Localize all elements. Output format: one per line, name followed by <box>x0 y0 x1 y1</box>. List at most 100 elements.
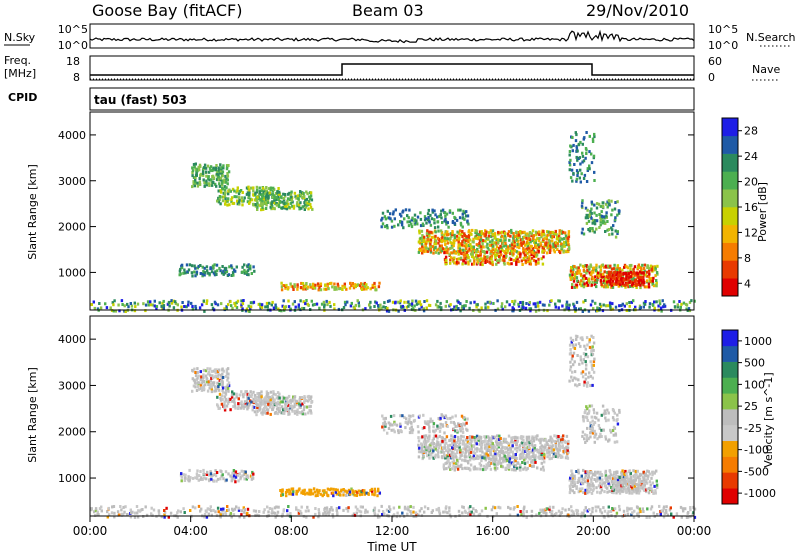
echo-cell <box>547 447 550 451</box>
echo-cell <box>207 170 211 174</box>
echo-cell <box>226 199 229 203</box>
echo-cell <box>225 388 228 392</box>
echo-cell <box>668 508 672 512</box>
echo-cell <box>489 255 492 259</box>
echo-cell <box>224 202 227 206</box>
echo-cell <box>601 478 604 482</box>
echo-cell <box>397 309 400 313</box>
echo-cell <box>238 198 241 202</box>
echo-cell <box>345 490 349 494</box>
echo-cell <box>476 250 480 254</box>
echo-cell <box>316 282 320 286</box>
echo-cell <box>341 288 344 291</box>
echo-cell <box>107 513 111 517</box>
echo-cell <box>278 200 282 203</box>
echo-cell <box>595 285 598 289</box>
echo-cell <box>457 246 460 250</box>
echo-cell <box>223 188 227 192</box>
echo-cell <box>190 301 193 305</box>
echo-cell <box>274 401 277 405</box>
echo-cell <box>632 281 635 285</box>
echo-cell <box>394 208 397 212</box>
echo-cell <box>96 510 99 514</box>
echo-cell <box>396 511 399 515</box>
echo-cell <box>466 459 469 463</box>
echo-cell <box>538 245 541 249</box>
echo-cell <box>314 494 317 498</box>
echo-cell <box>492 248 495 252</box>
echo-cell <box>474 231 477 235</box>
echo-cell <box>572 510 575 514</box>
echo-cell <box>660 509 663 513</box>
echo-cell <box>585 436 589 440</box>
echo-cell <box>600 273 603 277</box>
echo-cell <box>513 468 516 472</box>
echo-cell <box>604 276 607 280</box>
echo-cell <box>94 509 98 513</box>
echo-cell <box>493 506 497 510</box>
echo-cell <box>472 256 475 260</box>
echo-cell <box>202 373 205 377</box>
echo-cell <box>468 452 471 456</box>
echo-cell <box>484 302 487 306</box>
echo-cell <box>270 303 273 307</box>
echo-cell <box>646 477 650 480</box>
echo-cell <box>287 394 291 398</box>
echo-cell <box>468 247 471 251</box>
echo-cell <box>302 307 306 310</box>
echo-cell <box>211 168 215 172</box>
echo-cell <box>423 510 426 514</box>
echo-cell <box>454 306 458 310</box>
echo-cell <box>380 504 383 508</box>
echo-cell <box>568 150 572 153</box>
echo-cell <box>410 222 413 226</box>
echo-cell <box>676 303 679 307</box>
echo-cell <box>462 441 466 445</box>
echo-cell <box>463 244 467 248</box>
echo-cell <box>213 300 217 304</box>
echo-cell <box>620 304 623 308</box>
echo-cell <box>546 443 549 447</box>
echo-cell <box>511 440 514 444</box>
echo-cell <box>339 287 342 290</box>
echo-cell <box>318 513 321 517</box>
echo-cell <box>309 191 313 195</box>
echo-cell <box>256 392 259 396</box>
echo-cell <box>453 435 457 438</box>
echo-cell <box>196 367 199 371</box>
echo-cell <box>576 174 579 177</box>
echo-cell <box>603 265 606 269</box>
echo-cell <box>428 230 431 234</box>
echo-cell <box>618 476 621 479</box>
echo-cell <box>516 245 519 249</box>
echo-cell <box>612 479 616 483</box>
echo-cell <box>289 406 292 410</box>
echo-cell <box>232 405 235 409</box>
echo-cell <box>443 236 447 240</box>
echo-cell <box>616 271 619 275</box>
echo-cell <box>200 303 204 307</box>
echo-cell <box>207 512 210 516</box>
colorbar-swatch <box>722 224 738 243</box>
echo-cell <box>522 306 525 310</box>
echo-cell <box>516 257 519 261</box>
echo-cell <box>467 449 470 453</box>
echo-cell <box>274 515 277 519</box>
echo-cell <box>642 477 645 481</box>
echo-cell <box>640 271 643 275</box>
echo-cell <box>553 434 556 438</box>
echo-cell <box>457 447 461 451</box>
echo-cell <box>242 402 245 406</box>
station-title: Goose Bay (fitACF) <box>92 1 242 20</box>
echo-cell <box>255 185 259 189</box>
echo-cell <box>487 237 490 240</box>
echo-cell <box>237 404 240 408</box>
echo-cell <box>246 474 249 478</box>
echo-cell <box>581 487 584 491</box>
echo-cell <box>252 265 255 269</box>
echo-cell <box>494 256 497 259</box>
echo-cell <box>229 189 232 193</box>
echo-cell <box>472 512 476 516</box>
echo-cell <box>463 444 466 448</box>
echo-cell <box>265 193 269 197</box>
